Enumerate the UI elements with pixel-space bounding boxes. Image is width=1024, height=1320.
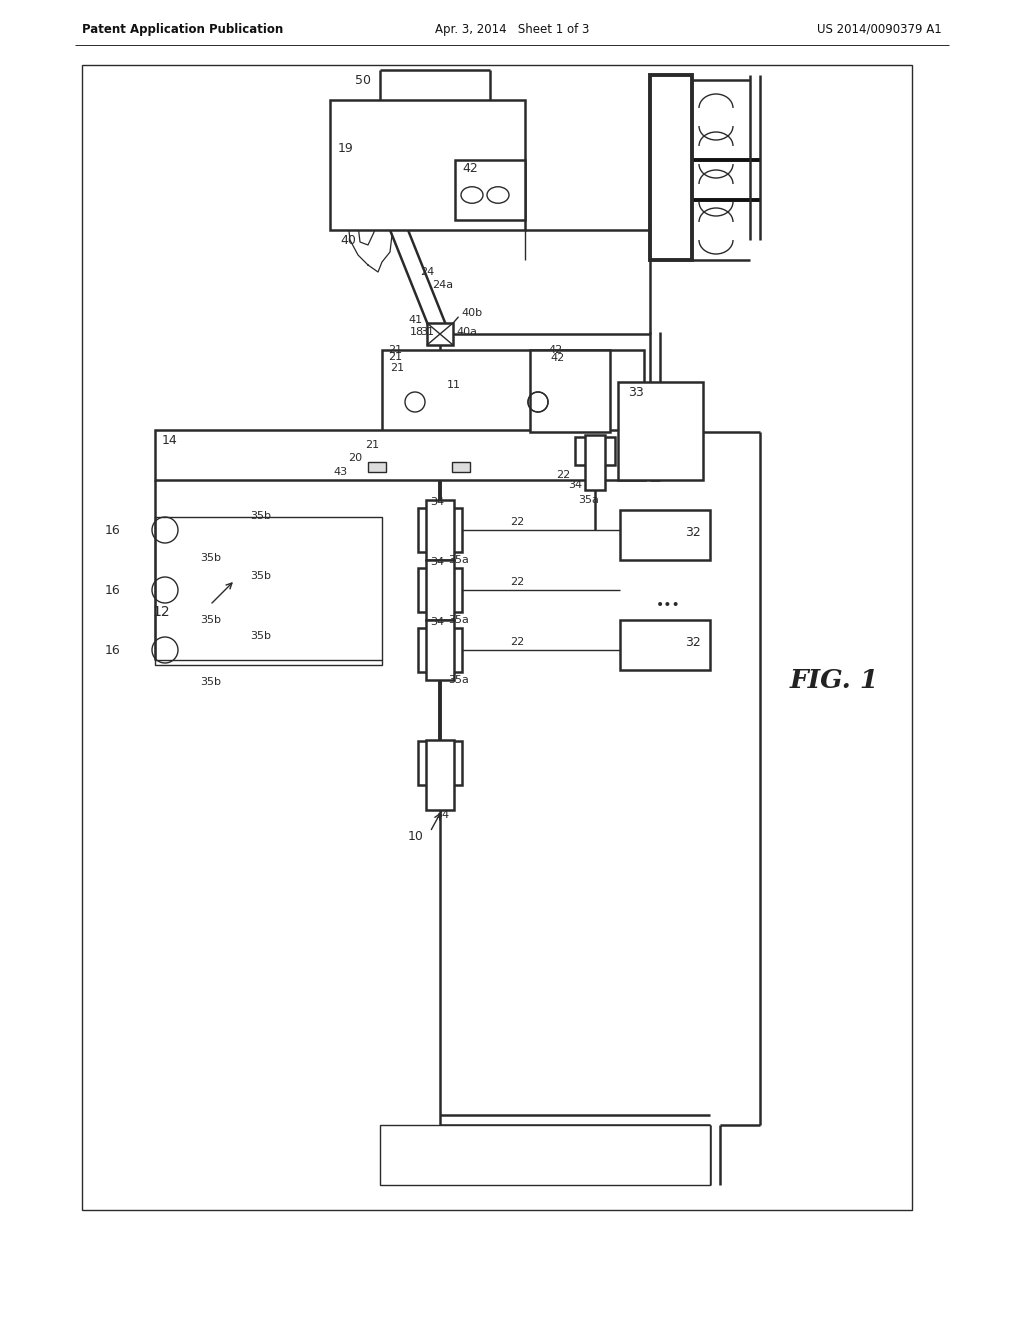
Text: 43: 43 — [333, 467, 347, 477]
Bar — [426, 560, 454, 620]
Bar — [618, 381, 703, 480]
Text: FIG. 1: FIG. 1 — [790, 668, 880, 693]
Text: Apr. 3, 2014   Sheet 1 of 3: Apr. 3, 2014 Sheet 1 of 3 — [435, 22, 589, 36]
Text: 33: 33 — [628, 385, 644, 399]
Text: 16: 16 — [105, 644, 121, 656]
Text: 41: 41 — [408, 315, 422, 325]
Bar — [155, 517, 382, 665]
Bar — [380, 1125, 710, 1185]
Text: 42: 42 — [462, 161, 478, 174]
Text: 19: 19 — [338, 141, 353, 154]
Bar — [418, 628, 462, 672]
Bar — [418, 741, 462, 785]
Bar — [427, 323, 453, 345]
Text: 35b: 35b — [200, 553, 221, 564]
Text: 22: 22 — [510, 577, 524, 587]
Bar — [452, 462, 470, 473]
Text: 35a: 35a — [578, 495, 599, 506]
Text: 22: 22 — [556, 470, 570, 480]
Text: 40a: 40a — [456, 327, 477, 337]
Bar — [650, 75, 692, 260]
Text: 34: 34 — [430, 616, 444, 627]
Bar — [455, 160, 525, 220]
Text: 40b: 40b — [461, 308, 482, 318]
Text: 35b: 35b — [200, 677, 221, 686]
Bar — [426, 620, 454, 680]
Text: 21: 21 — [390, 363, 404, 374]
Text: 20: 20 — [348, 453, 362, 463]
Bar — [620, 510, 710, 560]
Text: 10: 10 — [408, 830, 424, 843]
Text: 18: 18 — [410, 327, 424, 337]
Bar — [418, 508, 462, 552]
Bar — [426, 741, 454, 810]
Bar — [585, 436, 605, 490]
Text: 16: 16 — [105, 524, 121, 536]
Text: 31: 31 — [420, 327, 434, 337]
Text: 35b: 35b — [250, 631, 271, 642]
Text: 50: 50 — [355, 74, 371, 87]
Text: 21: 21 — [365, 440, 379, 450]
Text: 11: 11 — [447, 380, 461, 389]
Bar — [530, 350, 610, 432]
Bar — [82, 65, 912, 1210]
Text: 42: 42 — [548, 345, 562, 355]
Text: 35a: 35a — [449, 615, 469, 624]
Bar — [620, 620, 710, 671]
Bar — [382, 350, 644, 432]
Text: 40: 40 — [340, 234, 356, 247]
Text: •••: ••• — [655, 598, 680, 612]
Text: 12: 12 — [152, 605, 170, 619]
Text: 34: 34 — [430, 557, 444, 568]
Text: US 2014/0090379 A1: US 2014/0090379 A1 — [817, 22, 942, 36]
Text: 35b: 35b — [250, 511, 271, 521]
Text: 42: 42 — [550, 352, 564, 363]
Bar — [418, 568, 462, 612]
Text: 35b: 35b — [200, 615, 221, 624]
Bar — [575, 437, 615, 465]
Text: 34: 34 — [430, 498, 444, 507]
Text: 24: 24 — [420, 267, 434, 277]
Text: 14: 14 — [162, 433, 178, 446]
Text: 16: 16 — [105, 583, 121, 597]
Text: 22: 22 — [510, 638, 524, 647]
Text: 21: 21 — [388, 352, 402, 362]
Text: 22: 22 — [510, 517, 524, 527]
Text: 34: 34 — [435, 810, 450, 820]
Bar — [426, 500, 454, 560]
Text: 24a: 24a — [432, 280, 454, 290]
Text: 32: 32 — [685, 636, 700, 649]
Text: 21: 21 — [388, 345, 402, 355]
Bar — [155, 430, 645, 480]
Bar — [368, 462, 386, 473]
Text: 35a: 35a — [449, 675, 469, 685]
Text: 32: 32 — [685, 527, 700, 540]
Text: 35a: 35a — [449, 554, 469, 565]
Text: Patent Application Publication: Patent Application Publication — [82, 22, 284, 36]
Text: 34: 34 — [568, 480, 582, 490]
Bar — [330, 100, 525, 230]
Text: 35b: 35b — [250, 572, 271, 581]
